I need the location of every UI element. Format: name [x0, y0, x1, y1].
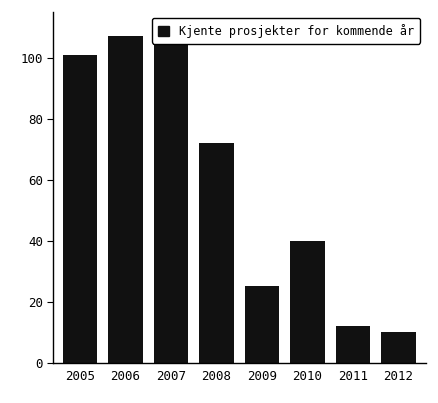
Bar — [244, 287, 279, 363]
Bar — [290, 241, 324, 363]
Bar — [381, 332, 415, 363]
Bar — [199, 143, 233, 363]
Bar — [335, 326, 369, 363]
Bar — [108, 37, 142, 363]
Legend: Kjente prosjekter for kommende år: Kjente prosjekter for kommende år — [152, 18, 419, 44]
Bar — [63, 55, 97, 363]
Bar — [154, 43, 187, 363]
